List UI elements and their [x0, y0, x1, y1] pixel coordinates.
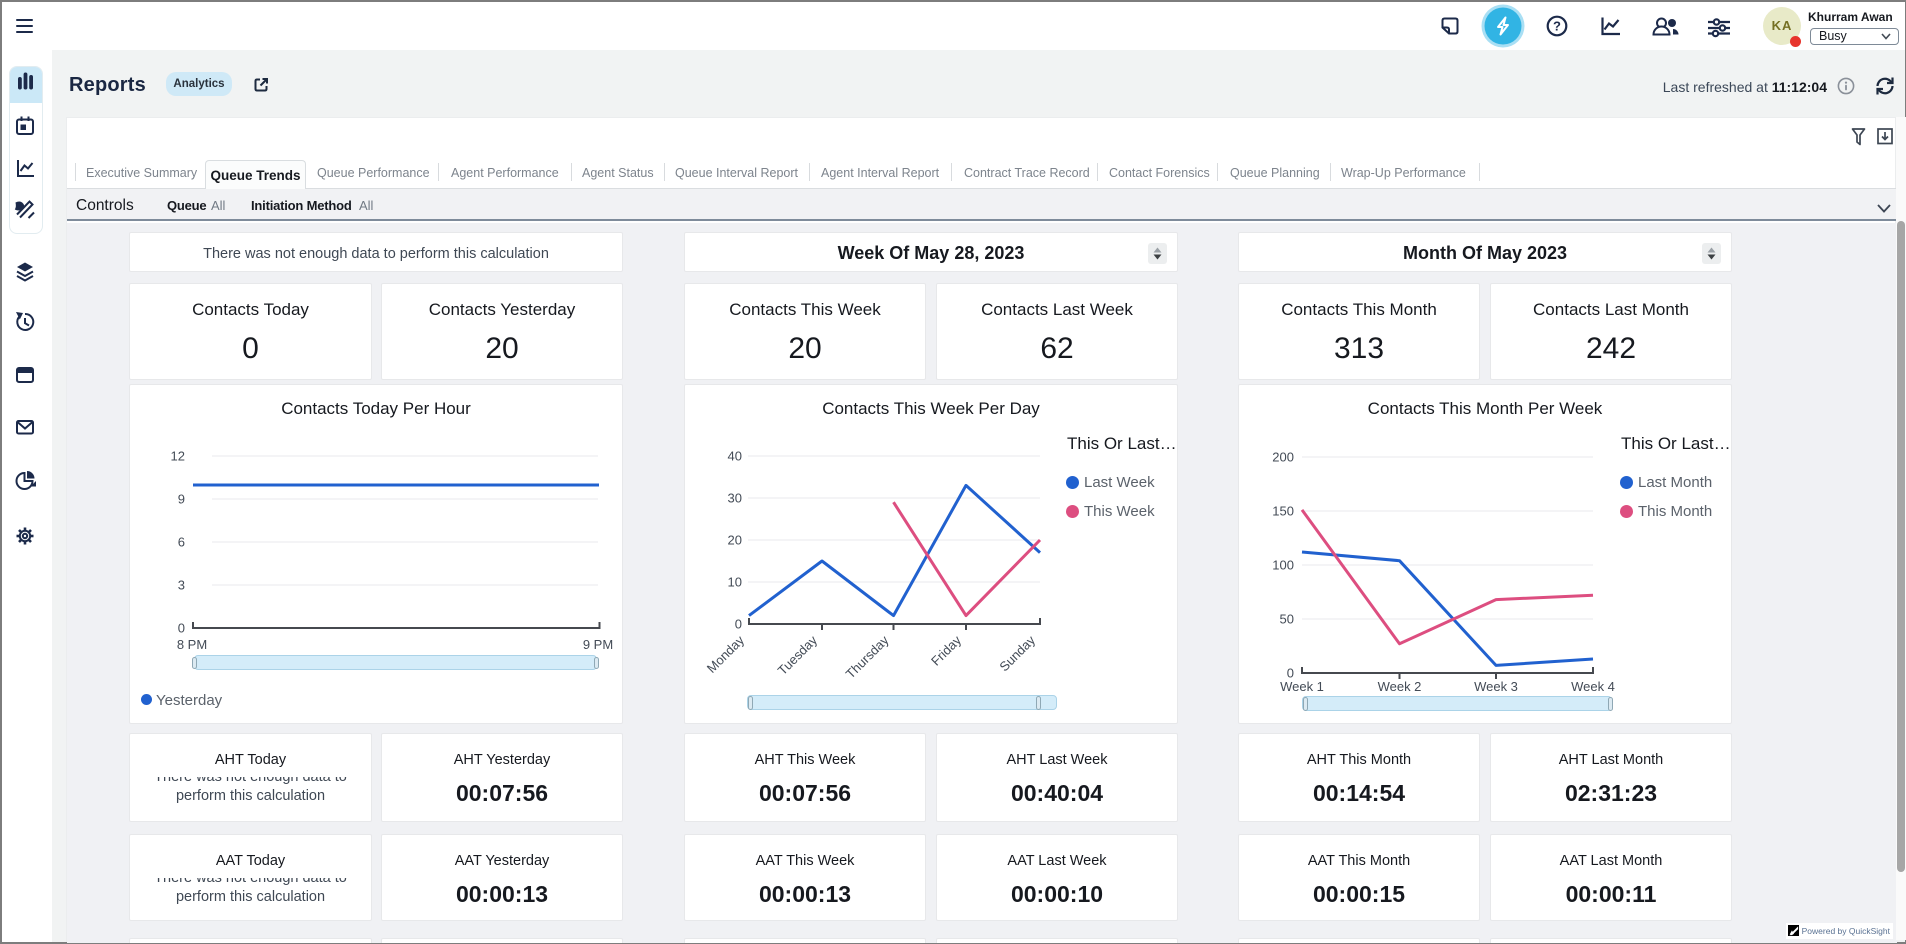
svg-text:Week 2: Week 2 [1378, 679, 1422, 694]
svg-text:50: 50 [1280, 612, 1294, 627]
svg-text:0: 0 [735, 617, 742, 632]
svg-text:9 PM: 9 PM [583, 637, 613, 652]
svg-text:Week 4: Week 4 [1571, 679, 1615, 694]
svg-text:Week 1: Week 1 [1280, 679, 1324, 694]
svg-text:0: 0 [178, 621, 185, 636]
svg-text:40: 40 [728, 449, 742, 464]
svg-text:200: 200 [1272, 450, 1294, 465]
svg-text:8 PM: 8 PM [177, 637, 207, 652]
svg-text:9: 9 [178, 492, 185, 507]
svg-text:150: 150 [1272, 504, 1294, 519]
svg-text:100: 100 [1272, 558, 1294, 573]
svg-text:?: ? [1553, 19, 1561, 34]
svg-text:Thursday: Thursday [843, 632, 892, 681]
svg-text:12: 12 [171, 449, 185, 464]
svg-text:Sunday: Sunday [996, 632, 1038, 674]
svg-text:10: 10 [728, 575, 742, 590]
svg-text:Friday: Friday [928, 632, 964, 668]
svg-text:30: 30 [728, 491, 742, 506]
svg-text:Monday: Monday [704, 632, 748, 676]
svg-text:0: 0 [1287, 666, 1294, 681]
svg-text:Week 3: Week 3 [1474, 679, 1518, 694]
svg-text:6: 6 [178, 535, 185, 550]
svg-text:Tuesday: Tuesday [775, 632, 821, 678]
svg-text:20: 20 [728, 533, 742, 548]
svg-text:3: 3 [178, 578, 185, 593]
